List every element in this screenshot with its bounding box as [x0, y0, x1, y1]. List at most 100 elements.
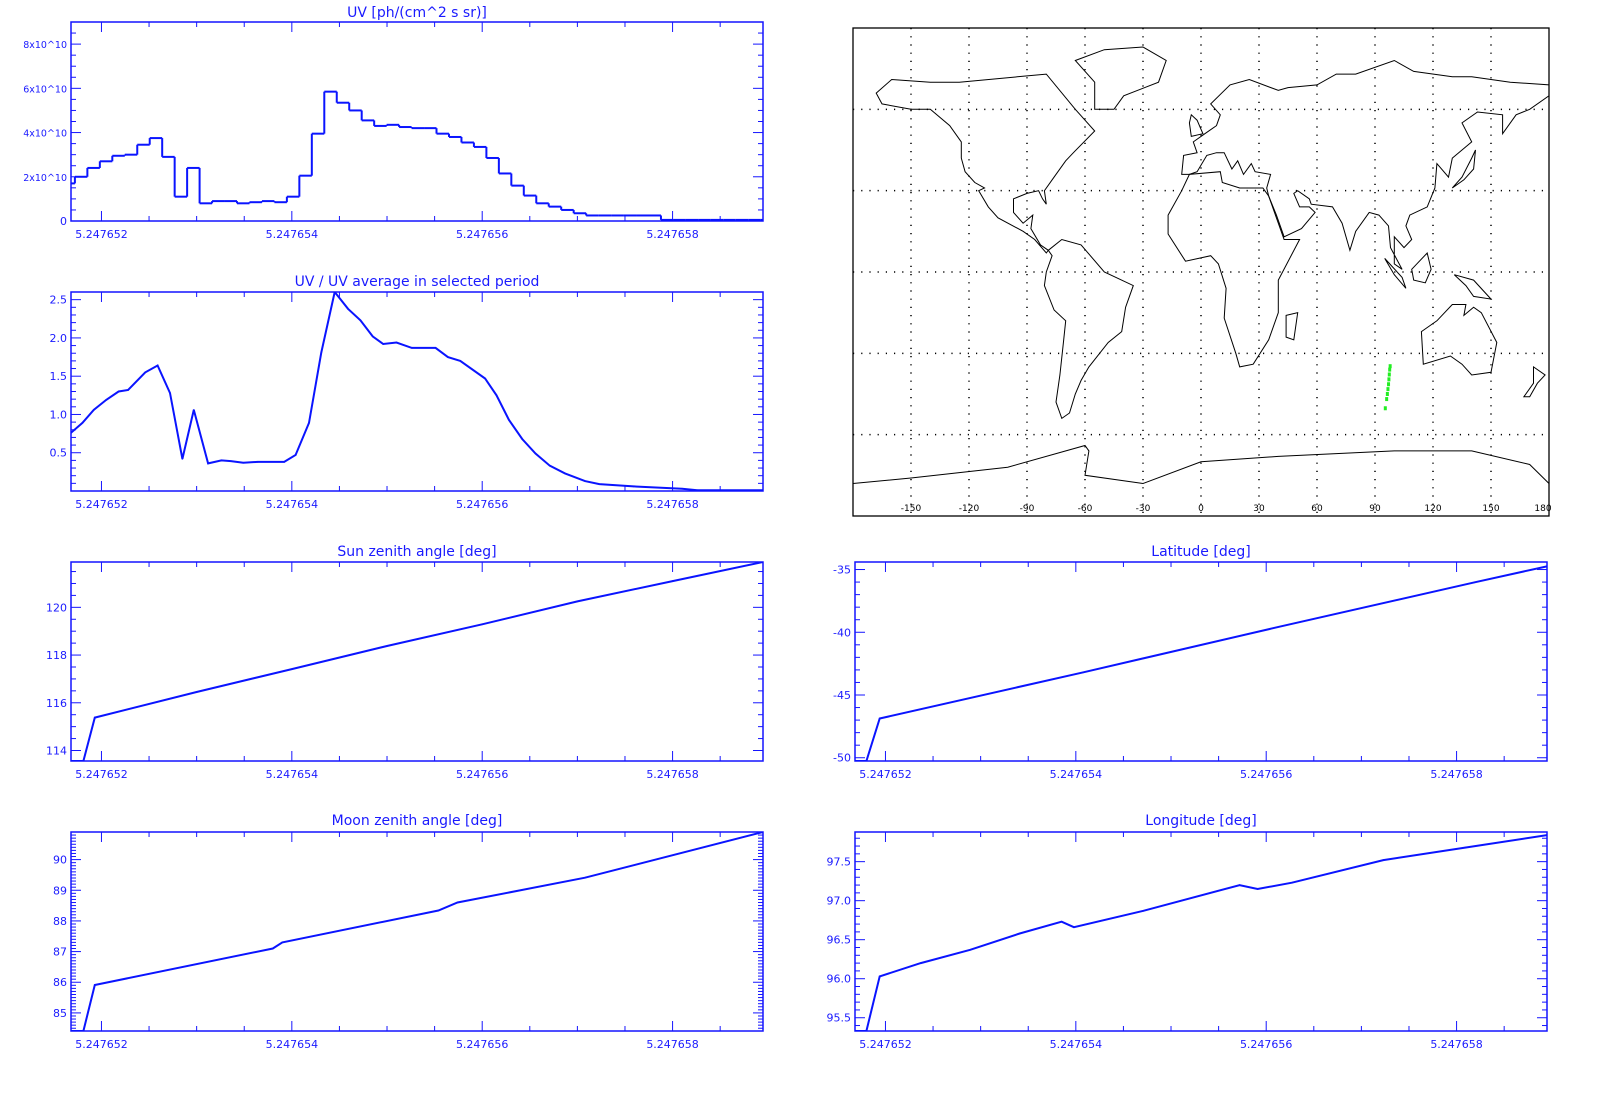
- y-tick-label: 2.5: [50, 294, 68, 307]
- y-tick-label: 114: [46, 745, 67, 758]
- data-point: [195, 691, 198, 693]
- data-point: [681, 487, 683, 490]
- y-tick-label: 2x10^10: [23, 173, 67, 184]
- data-point: [696, 489, 699, 491]
- x-tick-label: 5.247656: [456, 498, 509, 511]
- ratio-line: [71, 292, 763, 491]
- data-point: [1082, 671, 1085, 674]
- moon-zenith-chart-title: Moon zenith angle [deg]: [332, 813, 503, 829]
- x-tick-label: 5.247658: [1430, 1038, 1483, 1051]
- data-point: [71, 760, 72, 761]
- eurasia-coastline: [1181, 59, 1550, 270]
- data-point: [598, 483, 601, 485]
- track-point: [1387, 377, 1391, 382]
- data-point: [576, 600, 579, 603]
- series: [855, 834, 1547, 1031]
- data-point: [82, 1030, 85, 1031]
- y-tick-label: -40: [833, 626, 851, 639]
- x-tick-label: 5.247652: [75, 768, 128, 781]
- y-tick-label: 120: [46, 601, 67, 614]
- data-point: [410, 347, 413, 349]
- y-tick-label: 89: [53, 884, 67, 897]
- x-tick-label: 5.247656: [1240, 1038, 1293, 1051]
- longitude-tick-label: -90: [1020, 504, 1035, 514]
- data-point: [242, 461, 245, 464]
- x-tick-label: 5.247654: [1050, 768, 1103, 781]
- data-point: [169, 392, 171, 394]
- africa-coastline: [1167, 171, 1301, 368]
- lat-chart: 5.247652 5.247654 5.247656 5.247658 -50 -45 -4…: [833, 561, 1548, 781]
- new-guinea-coastline: [1453, 274, 1493, 300]
- y-tick-label: 1.5: [50, 370, 68, 383]
- data-point: [117, 390, 120, 393]
- track-point: [1385, 397, 1389, 402]
- y-tick-label: 86: [53, 976, 67, 989]
- data-point: [382, 343, 385, 345]
- sun-chart: 5.247652 5.247654 5.247656 5.247658 114 116 11…: [46, 561, 764, 781]
- longitude-tick-label: 30: [1253, 504, 1265, 514]
- data-point: [81, 422, 84, 424]
- y-tick-label: 85: [53, 1007, 67, 1020]
- data-point: [878, 717, 881, 720]
- borneo-coastline: [1411, 251, 1432, 284]
- y-tick-label: 97.5: [827, 856, 852, 869]
- new-zealand-coastline: [1522, 365, 1546, 398]
- x-tick-label: 5.247654: [266, 498, 319, 511]
- data-point: [1256, 888, 1259, 890]
- data-point: [192, 409, 195, 411]
- data-point: [878, 975, 881, 978]
- track-point: [1388, 364, 1392, 369]
- moon-chart: 5.247652 5.247654 5.247656 5.247658 85 86 87 88…: [53, 831, 764, 1051]
- data-point: [1382, 859, 1385, 861]
- data-point: [495, 394, 498, 397]
- data-point: [386, 645, 388, 647]
- data-point: [534, 452, 537, 455]
- y-tick-label: 8x10^10: [23, 40, 67, 51]
- longitude-tick-label: 0: [1198, 504, 1204, 514]
- data-point: [564, 472, 566, 475]
- data-point: [484, 377, 486, 380]
- x-tick-label: 5.247652: [75, 498, 128, 511]
- madagascar-coastline: [1285, 312, 1299, 341]
- y-tick-label: -45: [833, 689, 851, 702]
- data-point: [437, 909, 440, 912]
- y-tick-label: 1.0: [50, 408, 68, 421]
- data-point: [308, 422, 310, 424]
- y-tick-label: 0: [60, 215, 67, 228]
- series: [71, 292, 763, 491]
- data-point: [1238, 884, 1241, 886]
- data-point: [1464, 846, 1466, 849]
- x-tick-label: 5.247656: [456, 768, 509, 781]
- x-tick-label: 5.247654: [266, 768, 319, 781]
- data-point: [1142, 910, 1145, 912]
- data-point: [144, 371, 147, 374]
- x-tick-label: 5.247656: [456, 228, 509, 241]
- latitude-chart-title: Latitude [deg]: [1151, 544, 1250, 560]
- x-tick-label: 5.247654: [266, 228, 319, 241]
- longitude-chart-title: Longitude [deg]: [1145, 813, 1256, 829]
- track-point: [1386, 387, 1390, 392]
- australia-coastline: [1420, 304, 1498, 376]
- track-point: [1388, 367, 1392, 372]
- data-point: [127, 389, 129, 391]
- longitude-tick-label: -150: [901, 504, 922, 514]
- data-point: [371, 335, 374, 338]
- y-tick-label: 96.5: [827, 934, 852, 947]
- track-point: [1387, 372, 1391, 377]
- y-tick-label: 97.0: [827, 895, 852, 908]
- data-point: [82, 760, 85, 761]
- data-point: [347, 308, 349, 310]
- data-point: [865, 760, 868, 761]
- data-point: [1018, 932, 1021, 935]
- x-tick-label: 5.247652: [859, 1038, 912, 1051]
- data-point: [459, 360, 462, 362]
- x-tick-label: 5.247654: [266, 1038, 319, 1051]
- longitude-tick-label: 90: [1369, 504, 1381, 514]
- longitude-tick-label: 120: [1424, 504, 1441, 514]
- data-point: [855, 1030, 856, 1031]
- data-point: [181, 458, 184, 460]
- lat-line: [855, 565, 1547, 761]
- data-point: [283, 461, 286, 463]
- y-tick-label: 6x10^10: [23, 84, 67, 95]
- data-point: [762, 489, 763, 491]
